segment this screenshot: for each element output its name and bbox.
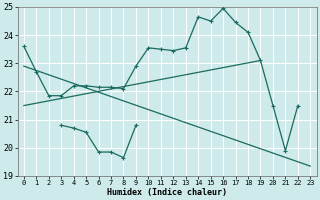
X-axis label: Humidex (Indice chaleur): Humidex (Indice chaleur): [107, 188, 227, 197]
